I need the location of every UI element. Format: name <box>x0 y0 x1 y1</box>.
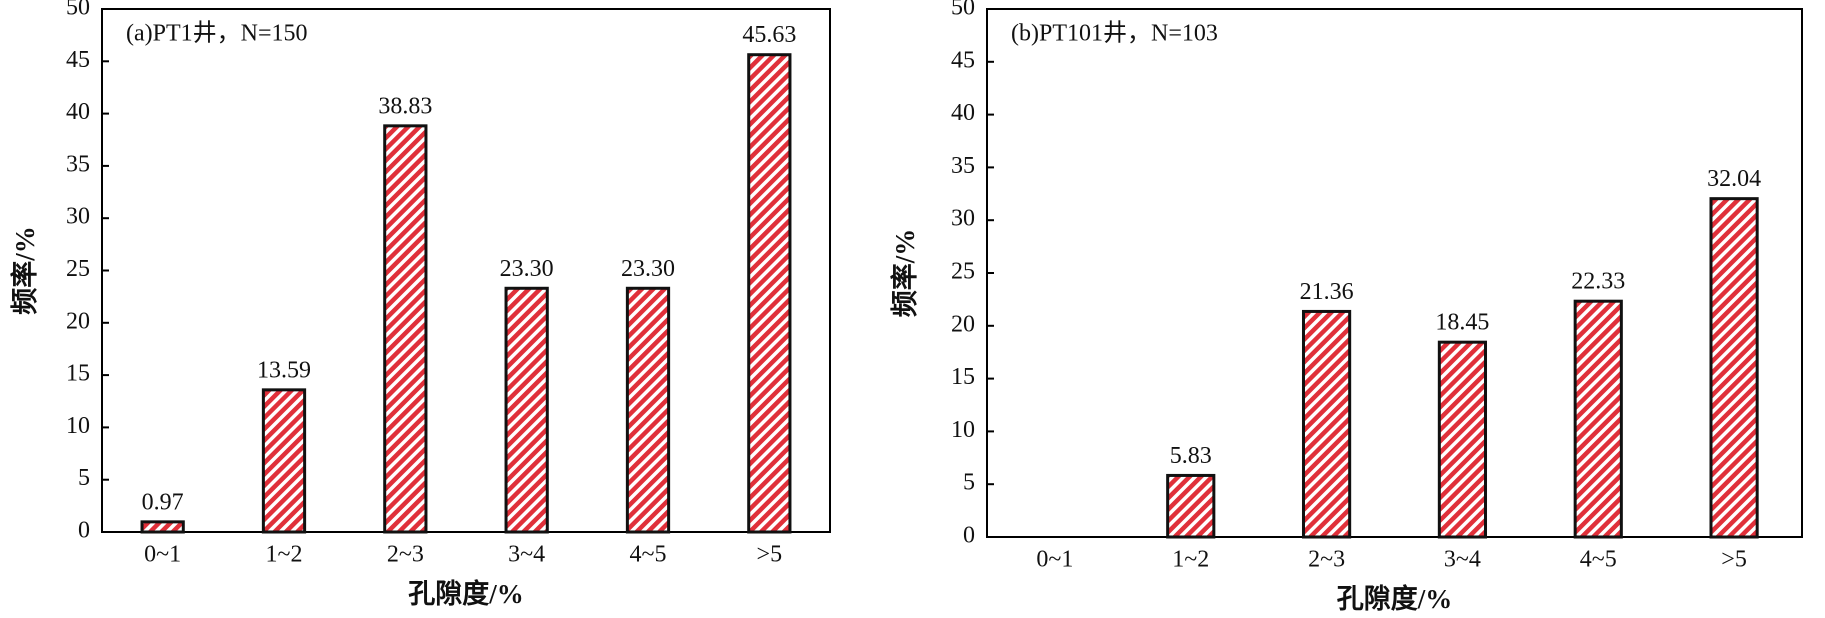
bar <box>1301 309 1352 539</box>
x-tick-label: 4~5 <box>630 542 667 568</box>
value-label: 5.83 <box>1170 443 1212 469</box>
y-tick-label: 10 <box>66 413 90 439</box>
y-tick-label: 20 <box>951 311 975 337</box>
y-tick-label: 15 <box>951 364 975 390</box>
x-tick-label: 0~1 <box>1036 547 1073 573</box>
x-tick-label: 1~2 <box>1172 547 1209 573</box>
x-tick-label: >5 <box>757 542 783 568</box>
y-tick-label: 0 <box>963 523 975 549</box>
y-tick-label: 40 <box>66 99 90 125</box>
y-tick-label: 5 <box>963 470 975 496</box>
value-label: 13.59 <box>257 357 311 383</box>
bar <box>1437 340 1488 539</box>
x-axis-title: 孔隙度/% <box>408 578 524 609</box>
value-label: 0.97 <box>142 489 184 515</box>
x-tick-label: 2~3 <box>1308 547 1345 573</box>
y-tick-label: 30 <box>66 204 90 230</box>
x-tick-label: 0~1 <box>144 542 181 568</box>
y-tick-label: 20 <box>66 308 90 334</box>
x-tick-label: 4~5 <box>1580 547 1617 573</box>
x-tick-label: 3~4 <box>1444 547 1481 573</box>
y-axis-title: 频率/% <box>9 226 40 315</box>
y-tick-label: 5 <box>78 465 90 491</box>
y-tick-label: 50 <box>951 0 975 21</box>
plot-frame <box>101 8 831 533</box>
bar <box>625 286 671 534</box>
bar <box>140 520 185 534</box>
y-axis-title: 频率/% <box>889 229 920 318</box>
y-tick-label: 15 <box>66 361 90 387</box>
y-tick-label: 45 <box>951 47 975 73</box>
annotation: (b)PT101井，N=103 <box>1011 20 1218 47</box>
value-label: 18.45 <box>1435 310 1489 336</box>
value-label: 23.30 <box>621 256 675 282</box>
plot-frame <box>986 8 1803 538</box>
bar <box>383 124 428 534</box>
y-tick-label: 30 <box>951 206 975 232</box>
y-tick-label: 35 <box>66 151 90 177</box>
value-label: 23.30 <box>500 256 554 282</box>
annotation: (a)PT1井，N=150 <box>126 20 308 47</box>
y-tick-label: 45 <box>66 47 90 73</box>
x-tick-label: 1~2 <box>266 542 303 568</box>
y-tick-label: 0 <box>78 518 90 544</box>
x-tick-label: >5 <box>1721 547 1747 573</box>
y-tick-label: 40 <box>951 100 975 126</box>
x-axis-title: 孔隙度/% <box>1337 583 1453 614</box>
y-tick-label: 10 <box>951 417 975 443</box>
bar <box>1709 197 1759 539</box>
y-tick-label: 35 <box>951 153 975 179</box>
y-tick-label: 25 <box>66 256 90 282</box>
value-label: 32.04 <box>1707 166 1761 192</box>
x-tick-label: 2~3 <box>387 542 424 568</box>
bar <box>261 388 307 534</box>
bar <box>747 53 792 534</box>
bar <box>504 286 549 534</box>
value-label: 45.63 <box>742 22 796 48</box>
bar <box>1573 299 1623 539</box>
y-tick-label: 50 <box>66 0 90 21</box>
value-label: 21.36 <box>1300 279 1354 305</box>
x-tick-label: 3~4 <box>508 542 545 568</box>
value-label: 22.33 <box>1571 269 1625 295</box>
bar <box>1166 473 1216 539</box>
y-tick-label: 25 <box>951 259 975 285</box>
value-label: 38.83 <box>378 93 432 119</box>
